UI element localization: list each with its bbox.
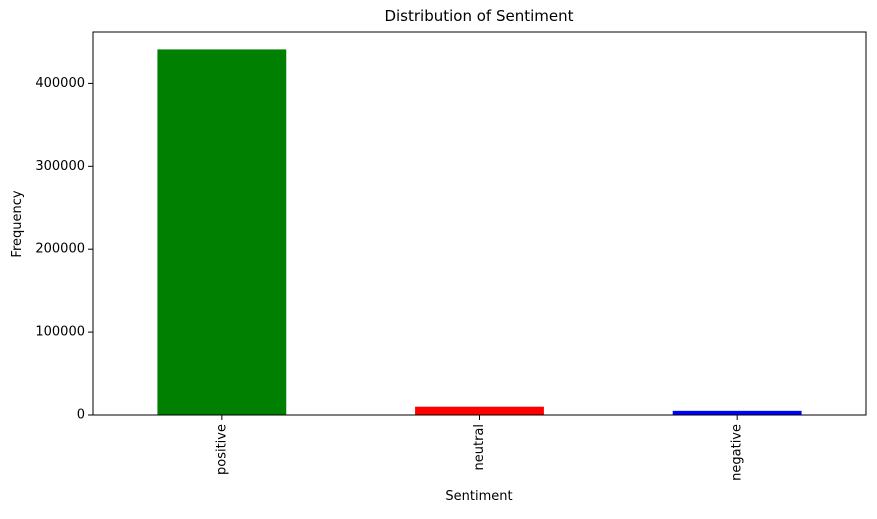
x-tick-label-neutral: neutral — [472, 424, 487, 471]
y-tick-label: 100000 — [35, 325, 85, 340]
plot-area: 0 100000 200000 300000 400000 positive neutral… — [35, 31, 867, 481]
chart-title: Distribution of Sentiment — [384, 7, 573, 25]
bar-neutral — [415, 406, 544, 415]
y-tick-label: 200000 — [35, 242, 85, 257]
y-tick-label: 400000 — [35, 76, 85, 91]
y-tick-label: 300000 — [35, 159, 85, 174]
y-axis-label: Frequency — [10, 190, 25, 257]
y-tick-label: 0 — [77, 408, 85, 423]
x-tick-label-positive: positive — [214, 424, 229, 475]
bar-negative — [672, 410, 802, 415]
bar-positive — [157, 49, 287, 415]
x-axis-label: Sentiment — [445, 489, 512, 504]
x-tick-label-negative: negative — [730, 424, 745, 481]
